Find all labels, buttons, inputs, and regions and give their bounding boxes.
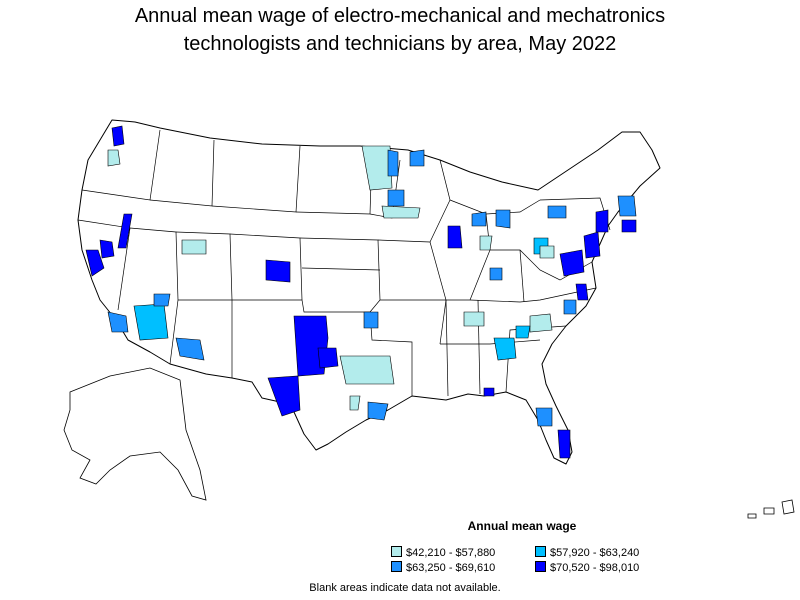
area-atlanta (493, 337, 517, 361)
metro-areas (85, 125, 637, 459)
area-washington-west (107, 149, 121, 167)
hawaii-island (763, 507, 775, 515)
area-texas-south (349, 395, 361, 411)
state-line (519, 249, 525, 303)
state-line (377, 239, 447, 345)
hawaii (747, 499, 795, 519)
area-south-carolina (515, 325, 531, 339)
area-boston (621, 219, 637, 233)
map-title-line1: Annual mean wage of electro-mechanical a… (134, 5, 666, 27)
area-florida-west (535, 407, 553, 427)
area-dc (575, 283, 589, 301)
legend-item-tier4: $70,520 - $98,010 (535, 561, 639, 574)
area-gulf-coast (483, 387, 495, 397)
state-borders (77, 129, 611, 397)
state-line (175, 231, 233, 378)
area-utah (181, 239, 207, 255)
legend-label-tier4: $70,520 - $98,010 (550, 562, 640, 574)
legend-item-tier1: $42,210 - $57,880 (391, 546, 495, 559)
area-indiana (479, 235, 493, 251)
legend-swatch-tier2 (535, 546, 546, 557)
area-west-texas (267, 375, 301, 417)
area-pennsylvania (539, 245, 555, 259)
area-duluth (409, 149, 425, 167)
area-minneapolis (387, 189, 405, 207)
map-title-line2: technologists and technicians by area, M… (183, 33, 617, 55)
area-albuquerque (175, 337, 205, 361)
alaska-outline (63, 367, 207, 501)
area-reno (117, 213, 133, 249)
hawaii-island (781, 499, 795, 515)
area-california-coast (107, 311, 129, 333)
area-chicago (447, 225, 463, 249)
area-texas-central (317, 347, 339, 369)
area-new-york-upstate (547, 205, 567, 219)
state-line (301, 267, 381, 271)
legend-swatch-tier4 (535, 561, 546, 572)
area-new-jersey (583, 231, 601, 259)
state-line (449, 199, 491, 301)
area-new-york (595, 209, 609, 233)
state-line (445, 299, 449, 397)
legend-label-tier2: $57,920 - $63,240 (550, 547, 640, 559)
hawaii-island (747, 513, 757, 519)
area-denver (265, 259, 291, 283)
legend-swatch-tier1 (391, 546, 402, 557)
state-line (380, 299, 521, 303)
area-minnesota-ne (387, 149, 399, 177)
area-texas-east (339, 355, 395, 385)
map-title: Annual mean wage of electro-mechanical a… (0, 2, 800, 58)
state-line (129, 227, 179, 365)
legend-item-tier2: $57,920 - $63,240 (535, 546, 639, 559)
legend-title: Annual mean wage (467, 519, 577, 533)
area-wisconsin (381, 205, 421, 219)
area-sf-bay (85, 249, 105, 277)
footnote: Blank areas indicate data not available. (309, 582, 501, 594)
area-phoenix (133, 303, 169, 341)
legend-swatch-tier3 (391, 561, 402, 572)
area-oklahoma (363, 311, 379, 329)
area-virginia (563, 299, 577, 315)
alaska (63, 367, 207, 501)
area-sacramento (99, 239, 115, 259)
legend-label-tier1: $42,210 - $57,880 (406, 547, 496, 559)
area-kentucky (489, 267, 503, 281)
legend-label-tier3: $63,250 - $69,610 (406, 562, 496, 574)
area-houston (367, 401, 389, 421)
area-seattle (111, 125, 125, 147)
area-carolinas (529, 313, 553, 333)
area-new-england (617, 195, 637, 217)
area-florida-se (557, 429, 571, 459)
area-tennessee (463, 311, 485, 327)
area-arizona-north (153, 293, 171, 307)
area-minnesota-north (361, 145, 393, 191)
area-baltimore-philly (559, 249, 585, 277)
legend-item-tier3: $63,250 - $69,610 (391, 561, 495, 574)
state-line (440, 339, 541, 345)
area-michigan-east (495, 209, 511, 229)
area-michigan-west (471, 211, 487, 227)
